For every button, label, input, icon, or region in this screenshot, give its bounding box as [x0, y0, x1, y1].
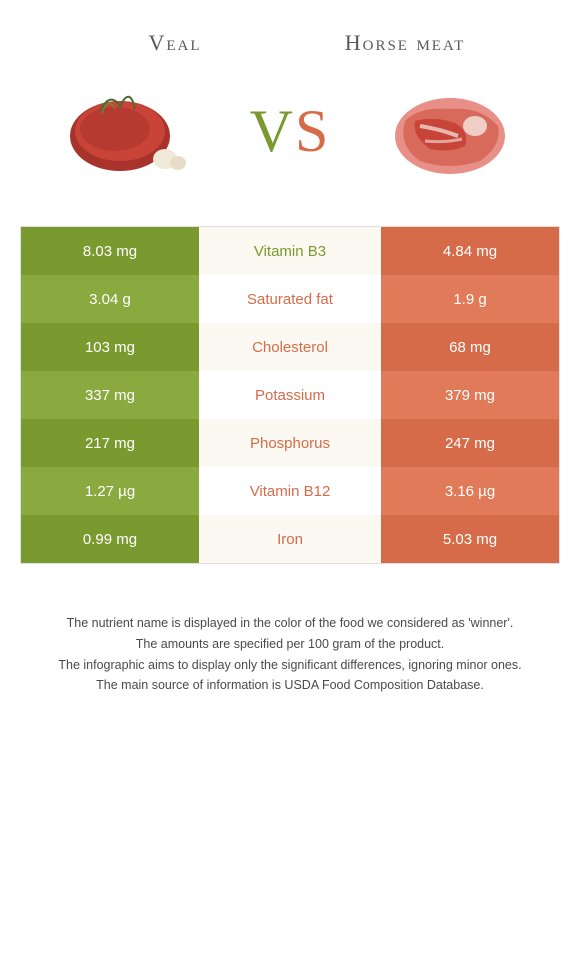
right-value: 4.84 mg	[381, 227, 559, 275]
right-value: 379 mg	[381, 371, 559, 419]
table-row: 8.03 mgVitamin B34.84 mg	[21, 227, 559, 275]
table-row: 337 mgPotassium379 mg	[21, 371, 559, 419]
left-value: 337 mg	[21, 371, 199, 419]
table-row: 103 mgCholesterol68 mg	[21, 323, 559, 371]
right-value: 5.03 mg	[381, 515, 559, 563]
left-food-title: Veal	[60, 30, 290, 56]
nutrient-name: Vitamin B12	[199, 467, 381, 515]
comparison-table: 8.03 mgVitamin B34.84 mg3.04 gSaturated …	[20, 226, 560, 564]
table-row: 1.27 µgVitamin B123.16 µg	[21, 467, 559, 515]
right-value: 68 mg	[381, 323, 559, 371]
right-value: 247 mg	[381, 419, 559, 467]
footer-line: The infographic aims to display only the…	[30, 656, 550, 675]
nutrient-name: Saturated fat	[199, 275, 381, 323]
left-food-image	[50, 76, 210, 186]
left-value: 1.27 µg	[21, 467, 199, 515]
table-row: 0.99 mgIron5.03 mg	[21, 515, 559, 563]
left-value: 217 mg	[21, 419, 199, 467]
vs-v: V	[250, 98, 295, 164]
right-food-title: Horse meat	[290, 30, 520, 56]
images-row: VS	[20, 76, 560, 186]
left-value: 0.99 mg	[21, 515, 199, 563]
vs-s: S	[295, 98, 330, 164]
right-value: 3.16 µg	[381, 467, 559, 515]
left-value: 103 mg	[21, 323, 199, 371]
nutrient-name: Vitamin B3	[199, 227, 381, 275]
nutrient-name: Iron	[199, 515, 381, 563]
table-row: 3.04 gSaturated fat1.9 g	[21, 275, 559, 323]
header: Veal Horse meat	[20, 30, 560, 56]
nutrient-name: Phosphorus	[199, 419, 381, 467]
nutrient-name: Potassium	[199, 371, 381, 419]
right-value: 1.9 g	[381, 275, 559, 323]
left-value: 8.03 mg	[21, 227, 199, 275]
vs-label: VS	[250, 97, 331, 166]
table-row: 217 mgPhosphorus247 mg	[21, 419, 559, 467]
footer-notes: The nutrient name is displayed in the co…	[20, 614, 560, 695]
nutrient-name: Cholesterol	[199, 323, 381, 371]
footer-line: The nutrient name is displayed in the co…	[30, 614, 550, 633]
left-value: 3.04 g	[21, 275, 199, 323]
footer-line: The main source of information is USDA F…	[30, 676, 550, 695]
footer-line: The amounts are specified per 100 gram o…	[30, 635, 550, 654]
right-food-image	[370, 76, 530, 186]
